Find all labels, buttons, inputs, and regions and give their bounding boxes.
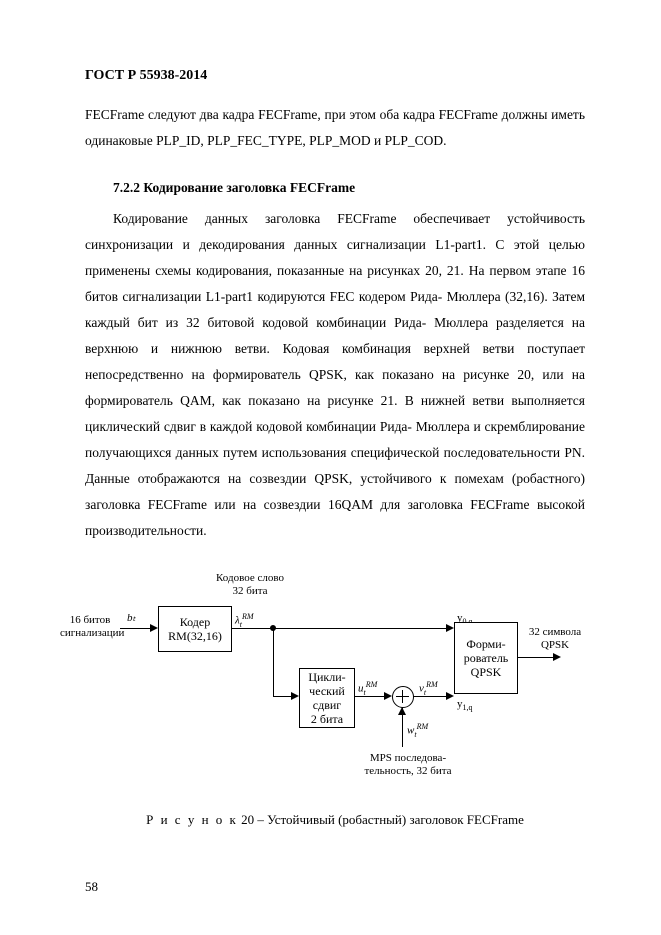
figure-caption: Р и с у н о к 20 – Устойчивый (робастный… bbox=[85, 812, 585, 828]
arrow-out bbox=[553, 653, 561, 661]
arrow-to-shift bbox=[291, 692, 299, 700]
arrow-upper bbox=[446, 624, 454, 632]
encoder-box: Кодер RM(32,16) bbox=[158, 606, 232, 652]
line-split-down bbox=[273, 628, 274, 696]
line-out bbox=[517, 657, 555, 658]
input-bits-label: 16 битов сигнализации bbox=[60, 614, 120, 640]
arrow-mps bbox=[398, 707, 406, 715]
line-in bbox=[120, 628, 152, 629]
arrow-shift-add bbox=[384, 692, 392, 700]
mps-label: MPS последова- тельность, 32 бита bbox=[353, 752, 463, 778]
v-label: vtRM bbox=[419, 678, 438, 699]
adder-circle bbox=[392, 686, 414, 708]
y1-label: y1,q bbox=[457, 698, 473, 714]
u-label: utRM bbox=[358, 678, 377, 699]
w-label: wtRM bbox=[407, 720, 428, 741]
codeword-label: Кодовое слово 32 бита bbox=[205, 572, 295, 598]
figure-20: Кодовое слово 32 бита 16 битов сигнализа… bbox=[85, 572, 585, 802]
line-upper bbox=[273, 628, 448, 629]
paragraph-2: Кодирование данных заголовка FECFrame об… bbox=[85, 206, 585, 544]
lambda-label: λtRM bbox=[235, 610, 254, 631]
mapper-box: Форми- рователь QPSK bbox=[454, 622, 518, 694]
standard-code: ГОСТ Р 55938-2014 bbox=[85, 68, 585, 84]
page-number: 58 bbox=[85, 879, 98, 895]
output-label: 32 символа QPSK bbox=[525, 626, 585, 652]
paragraph-1: FECFrame следуют два кадра FECFrame, при… bbox=[85, 102, 585, 154]
line-to-shift bbox=[273, 696, 293, 697]
arrow-in bbox=[150, 624, 158, 632]
section-heading: 7.2.2 Кодирование заголовка FECFrame bbox=[113, 180, 585, 196]
arrow-add-map bbox=[446, 692, 454, 700]
bt-label: bₜ bbox=[127, 612, 136, 625]
shift-box: Цикли- ческий сдвиг 2 бита bbox=[299, 668, 355, 728]
